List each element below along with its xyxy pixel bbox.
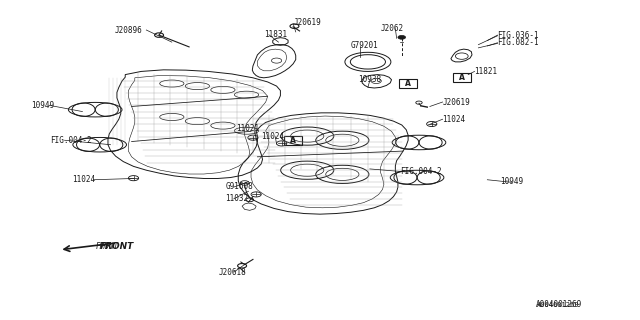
Text: 10949: 10949 [31, 101, 54, 110]
Text: FIG.036-1: FIG.036-1 [497, 31, 539, 40]
Text: FIG.004-2: FIG.004-2 [51, 136, 92, 145]
Text: J20896: J20896 [115, 26, 142, 35]
Text: 10938: 10938 [358, 75, 381, 84]
Text: A: A [405, 79, 411, 88]
Text: A: A [291, 136, 296, 145]
Text: 10949: 10949 [500, 177, 524, 186]
Text: J2062: J2062 [381, 24, 404, 33]
Text: A: A [459, 73, 465, 82]
Text: J20618: J20618 [219, 268, 247, 277]
Text: 11024: 11024 [261, 132, 284, 141]
Text: J20619: J20619 [293, 19, 321, 28]
Bar [284, 136, 302, 145]
Text: 11021: 11021 [236, 124, 259, 133]
Text: 11032: 11032 [225, 194, 248, 204]
Bar [453, 73, 470, 82]
Text: G79201: G79201 [351, 41, 378, 51]
Text: 11831: 11831 [264, 30, 287, 39]
Text: 11821: 11821 [474, 67, 498, 76]
Bar [399, 79, 417, 88]
Text: FIG.004-2: FIG.004-2 [400, 167, 442, 176]
Text: 11024: 11024 [72, 175, 95, 184]
Text: J20619: J20619 [443, 98, 470, 107]
Text: G91608: G91608 [225, 182, 253, 191]
Text: 11024: 11024 [443, 115, 466, 124]
Circle shape [398, 36, 406, 39]
Text: FIG.082-1: FIG.082-1 [497, 38, 539, 47]
Text: FRONT: FRONT [100, 242, 134, 251]
Text: A004001269: A004001269 [536, 300, 582, 309]
Text: A004001269: A004001269 [537, 302, 580, 308]
Text: FRONT: FRONT [95, 242, 118, 251]
